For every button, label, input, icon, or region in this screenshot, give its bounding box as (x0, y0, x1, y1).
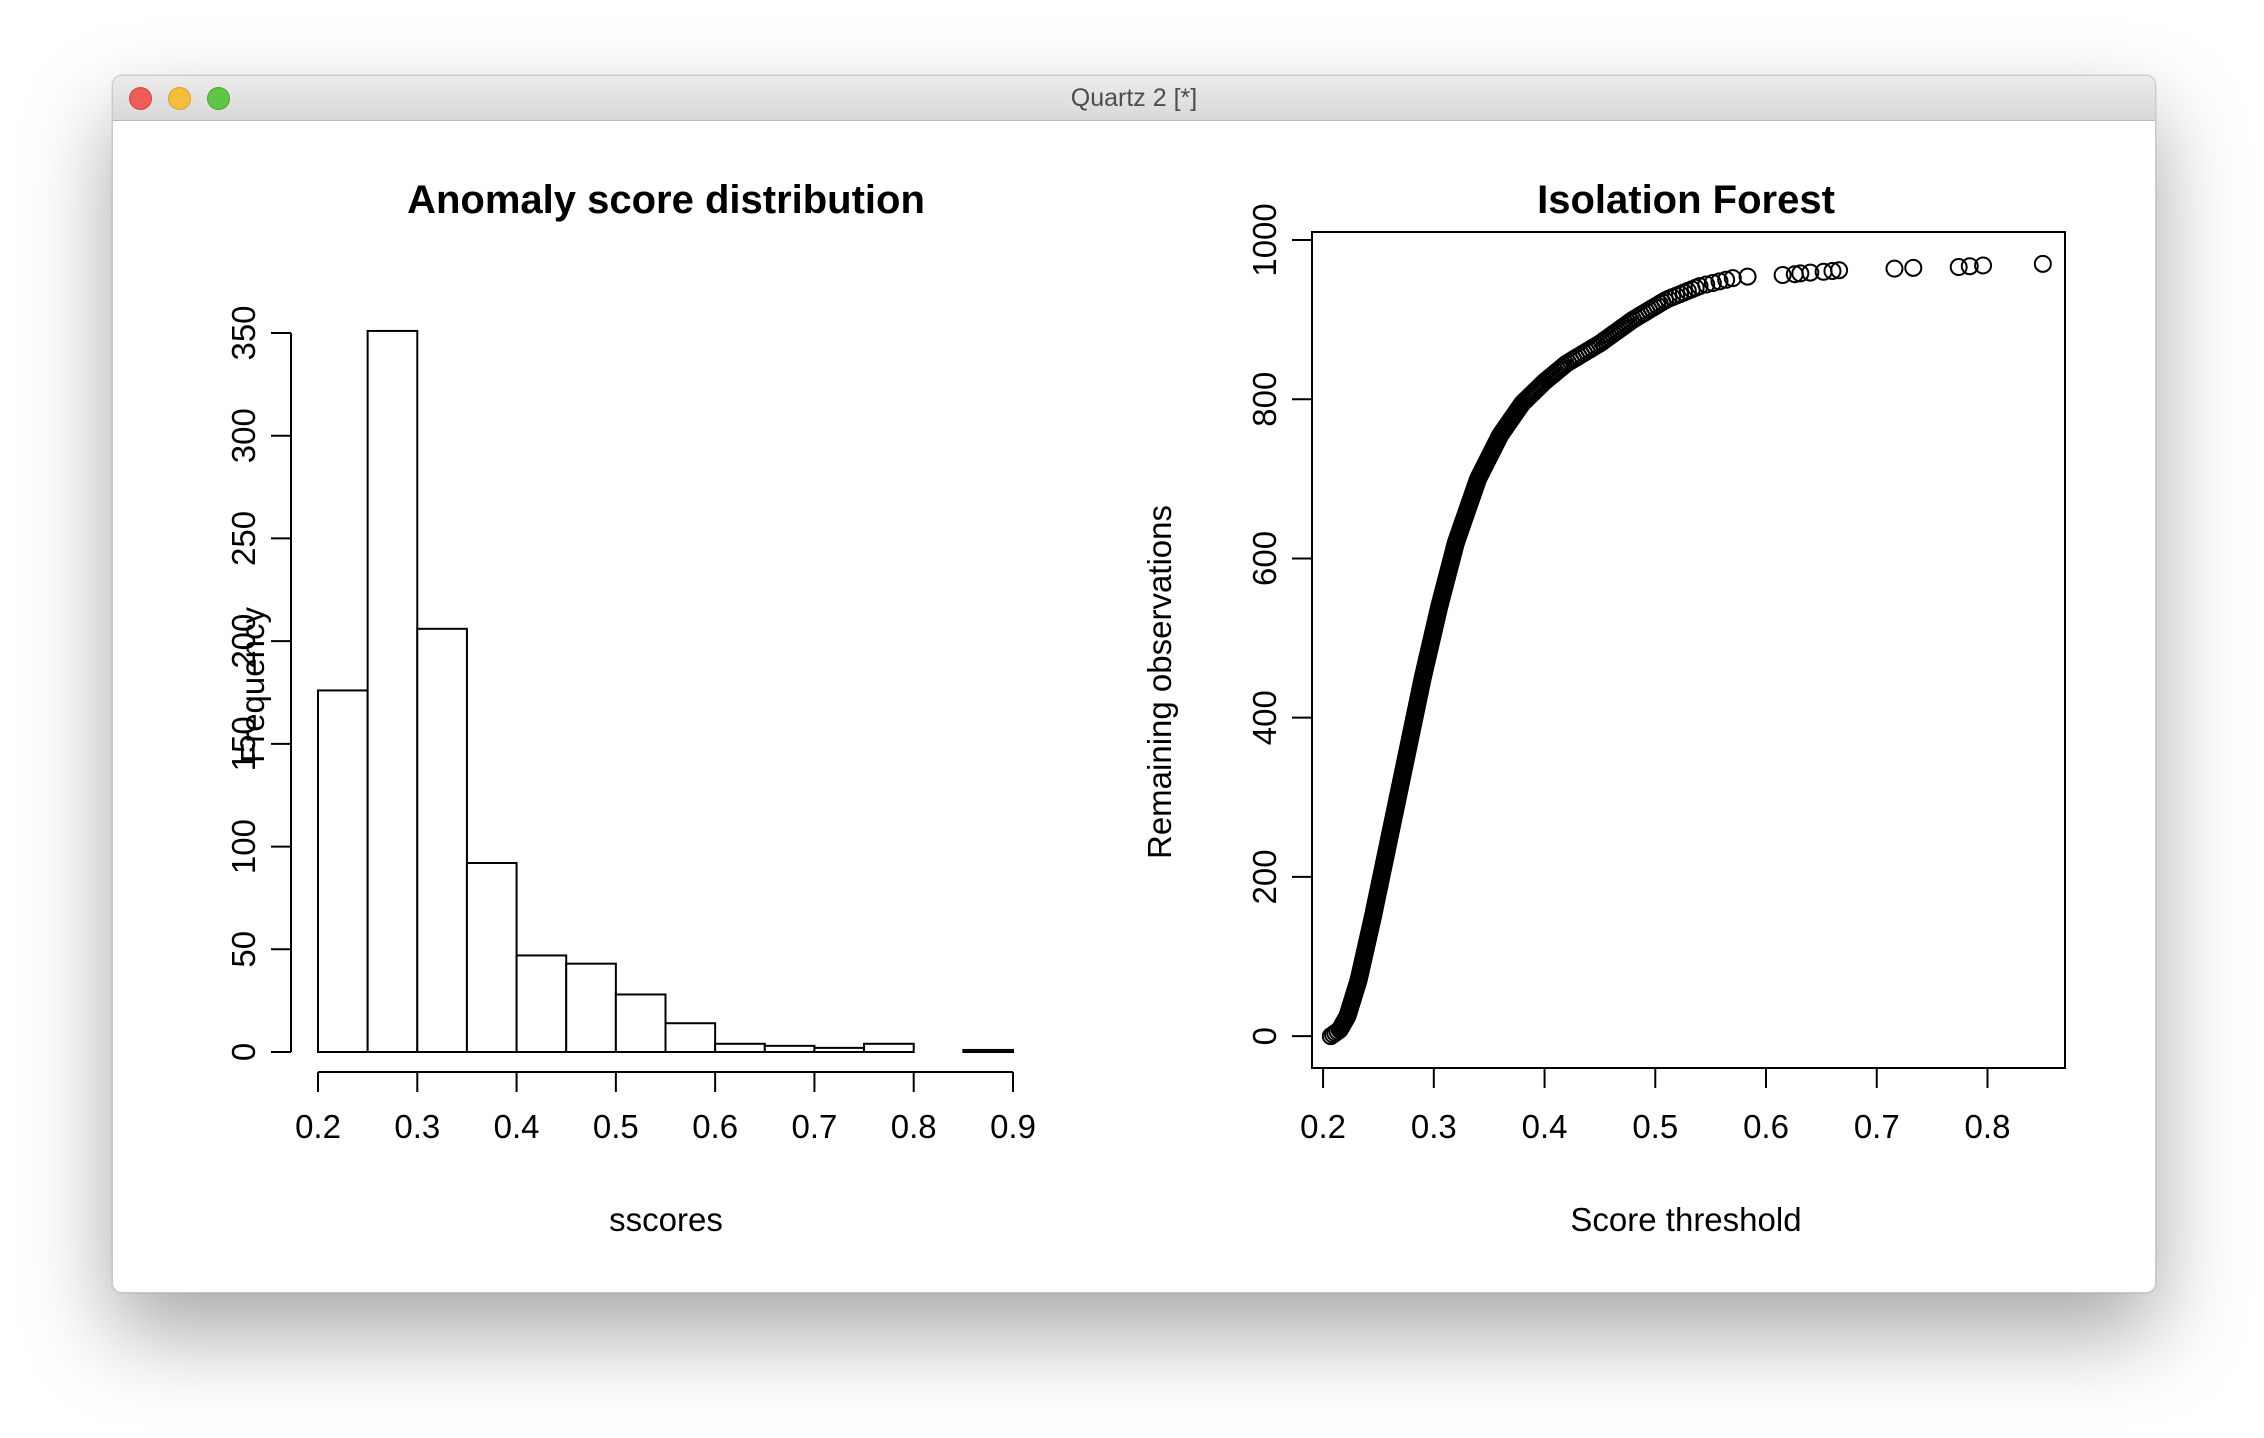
histogram-x-tick-label: 0.5 (593, 1108, 639, 1145)
histogram-x-tick-label: 0.6 (692, 1108, 738, 1145)
scatter-point (1830, 261, 1849, 280)
scatter-point (1791, 264, 1810, 283)
scatter-point (1949, 258, 1968, 277)
histogram-bars (317, 329, 1014, 1054)
scatter-point (1703, 273, 1722, 292)
scatter-point (1904, 258, 1923, 277)
scatter-x-tick-label: 0.2 (1300, 1108, 1346, 1145)
scatter-point (1697, 275, 1716, 294)
histogram-x-tick-label: 0.8 (891, 1108, 937, 1145)
scatter-title: Isolation Forest (1537, 178, 1835, 222)
scatter-point (1710, 272, 1729, 291)
zoom-button[interactable] (207, 87, 230, 110)
histogram-bar (366, 329, 419, 1053)
scatter-x-ticks: 0.2 0.3 0.4 0.5 0.6 0.7 0.8 (1300, 1068, 2010, 1145)
histogram-x-label: sscores (609, 1201, 723, 1238)
histogram-y-label: Frequency (234, 607, 271, 763)
scatter-x-label: Score threshold (1570, 1201, 1801, 1238)
plot-area: Anomaly score distribution sscores Frequ… (113, 121, 2155, 1292)
histogram-x-axis: 0.2 0.3 0.4 0.5 0.6 0.7 0.8 0.9 (295, 1071, 1036, 1145)
title-bar[interactable]: Quartz 2 [*] (113, 76, 2155, 121)
histogram-x-tick-label: 0.3 (394, 1108, 440, 1145)
histogram-y-tick-label: 50 (225, 931, 262, 968)
scatter-x-tick-label: 0.6 (1743, 1108, 1789, 1145)
scatter-point (1823, 262, 1842, 281)
scatter-point (1801, 263, 1820, 282)
scatter-point (1738, 267, 1757, 286)
histogram-x-tick-label: 0.7 (791, 1108, 837, 1145)
scatter-y-tick-label: 0 (1246, 1027, 1283, 1045)
scatter-point (1773, 265, 1792, 284)
scatter-x-tick-label: 0.5 (1632, 1108, 1678, 1145)
histogram-bar (317, 689, 369, 1054)
minimize-button[interactable] (168, 87, 191, 110)
histogram-y-tick-label: 350 (225, 305, 262, 360)
histogram-x-tick-label: 0.4 (494, 1108, 540, 1145)
scatter-y-tick-label: 200 (1246, 849, 1283, 904)
scatter-y-label: Remaining observations (1141, 505, 1178, 859)
histogram-y-ticks: 0 50 100 150 200 250 300 350 (225, 305, 291, 1061)
scatter-point (1974, 256, 1993, 275)
scatter-x-tick-label: 0.4 (1522, 1108, 1568, 1145)
scatter-y-ticks: 0 200 400 600 800 1000 (1246, 203, 1312, 1045)
scatter-y-tick-label: 1000 (1246, 203, 1283, 276)
scatter-x-tick-label: 0.8 (1965, 1108, 2011, 1145)
histogram-bar (763, 1044, 816, 1054)
histogram-bar (614, 993, 667, 1053)
histogram-y-axis: 0 50 100 150 200 250 300 350 (225, 305, 292, 1061)
histogram-bar (416, 627, 468, 1053)
scatter-point (1885, 259, 1904, 278)
histogram-x-tick-label: 0.2 (295, 1108, 341, 1145)
histogram-bar (565, 962, 617, 1053)
histogram-bar (962, 1048, 1014, 1054)
histogram-y-tick-label: 250 (225, 511, 262, 566)
plot-canvas: Anomaly score distribution sscores Frequ… (225, 178, 2066, 1238)
histogram-x-ticks: 0.2 0.3 0.4 0.5 0.6 0.7 0.8 0.9 (295, 1072, 1036, 1145)
scatter-point (1960, 257, 1979, 276)
window-title: Quartz 2 [*] (1070, 84, 1198, 112)
scatter-point (1723, 269, 1742, 288)
scatter-x-tick-label: 0.7 (1854, 1108, 1900, 1145)
histogram-bar (863, 1042, 915, 1053)
histogram-y-tick-label: 0 (225, 1043, 262, 1061)
scatter-point (1690, 277, 1709, 296)
scatter-y-axis: 0 200 400 600 800 1000 (1246, 203, 1313, 1045)
scatter-y-tick-label: 400 (1246, 690, 1283, 745)
histogram-y-tick-label: 100 (225, 819, 262, 874)
scatter-point (1717, 270, 1736, 289)
histogram-y-tick-label: 300 (225, 408, 262, 463)
histogram-x-tick-label: 0.9 (990, 1108, 1036, 1145)
histogram-bar (465, 862, 518, 1054)
scatter-x-axis: 0.2 0.3 0.4 0.5 0.6 0.7 0.8 (1300, 1067, 2010, 1145)
close-button[interactable] (129, 87, 152, 110)
scatter-points (1321, 254, 2052, 1046)
scatter-point (2033, 254, 2052, 273)
histogram-bar (515, 954, 568, 1053)
quartz-window: Quartz 2 [*] Anomaly score distribution … (112, 75, 2156, 1293)
scatter-x-tick-label: 0.3 (1411, 1108, 1457, 1145)
histogram-chart: Anomaly score distribution sscores Frequ… (225, 178, 1036, 1238)
histogram-y-tick-label: 200 (225, 614, 262, 669)
histogram-bar (813, 1046, 866, 1053)
histogram-y-tick-label: 150 (225, 716, 262, 771)
histogram-title: Anomaly score distribution (407, 178, 925, 222)
scatter-y-tick-label: 800 (1246, 372, 1283, 427)
histogram-bar (664, 1022, 717, 1053)
histogram-bar (714, 1042, 766, 1053)
scatter-y-tick-label: 600 (1246, 531, 1283, 586)
isolation-forest-chart: Isolation Forest Score threshold Remaini… (1141, 178, 2066, 1238)
